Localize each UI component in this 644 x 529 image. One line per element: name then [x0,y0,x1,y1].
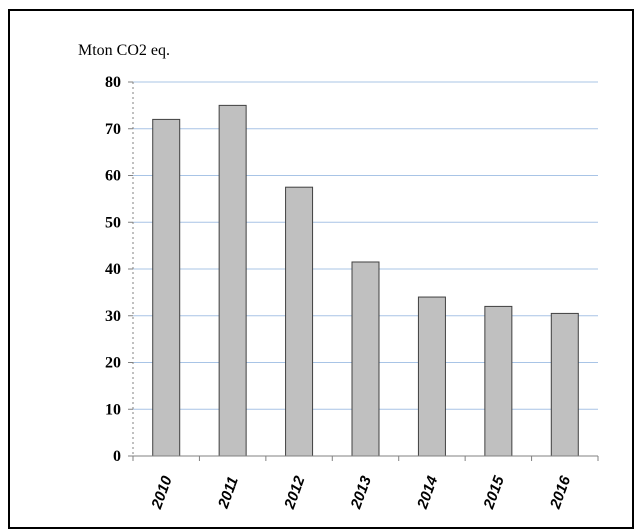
y-tick-label: 80 [105,74,121,91]
y-tick-label: 10 [105,401,121,418]
y-tick-label: 40 [105,261,121,278]
x-tick-label: 2011 [215,474,242,511]
y-tick-labels: 0 10 20 30 40 50 60 70 80 [105,74,121,465]
bar-2013 [351,261,380,457]
bar-2012 [285,186,314,457]
x-tick-label: 2010 [148,473,176,512]
axes [128,81,599,461]
y-tick-label: 70 [105,121,121,138]
bar-2010 [152,118,181,457]
gridlines [133,81,598,410]
x-tick-label: 2013 [347,473,375,512]
x-tick-label: 2016 [547,473,575,512]
bars [152,104,579,457]
y-tick-label: 0 [113,448,121,465]
y-tick-label: 30 [105,308,121,325]
x-tick-label: 2014 [414,473,442,512]
bar-2015 [484,305,513,457]
bar-2011 [218,104,247,457]
x-tick-labels: 2010 2011 2012 2013 2014 2015 2016 [148,473,575,512]
bar-2014 [417,296,446,457]
bar-2016 [550,312,579,457]
y-tick-label: 50 [105,214,121,231]
x-tick-label: 2015 [480,473,508,512]
y-tick-label: 20 [105,355,121,372]
x-tick-label: 2012 [281,473,309,512]
y-tick-label: 60 [105,168,121,185]
y-axis-unit-label: Mton CO2 eq. [78,42,170,59]
